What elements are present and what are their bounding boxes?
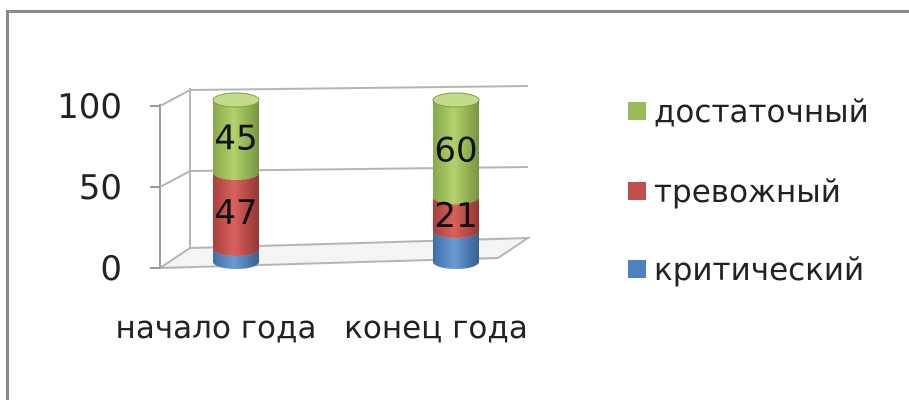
legend-swatch xyxy=(628,260,646,278)
data-label: 45 xyxy=(214,118,257,158)
legend-label: критический xyxy=(654,252,864,288)
gridline-depth xyxy=(159,170,191,188)
category-label: начало года xyxy=(116,310,317,346)
bars-group xyxy=(212,92,480,269)
y-tick-label: 50 xyxy=(79,168,122,208)
data-labels: 47 45 21 60 xyxy=(214,118,477,236)
stacked-cylinder-chart: 0 50 100 47 45 21 60 начало года конец года до… xyxy=(57,85,869,346)
legend-swatch xyxy=(628,182,646,200)
bar-segment-достаточный xyxy=(213,100,259,180)
bar-segment-тревожный xyxy=(213,172,259,257)
data-label: 21 xyxy=(434,196,477,236)
bar-top xyxy=(432,92,480,108)
bar-segment-достаточный xyxy=(433,100,479,205)
legend-swatch xyxy=(628,102,646,120)
data-label: 60 xyxy=(434,131,477,171)
y-tick-label: 0 xyxy=(100,249,122,289)
chart-frame xyxy=(6,10,909,400)
legend: достаточный тревожный критический xyxy=(628,94,869,288)
bar-segment-критический xyxy=(433,231,479,269)
gridline xyxy=(189,85,529,91)
category-label: конец года xyxy=(344,310,528,346)
category-labels: начало года конец года xyxy=(116,310,528,346)
bar-segment-критический xyxy=(213,249,259,269)
bar-top xyxy=(212,92,260,108)
data-label: 47 xyxy=(214,193,257,233)
bar-segment-тревожный xyxy=(433,197,479,239)
y-tick-label: 100 xyxy=(57,87,122,127)
legend-label: тревожный xyxy=(654,174,841,210)
gridline-depth xyxy=(159,89,191,107)
y-axis-ticks: 0 50 100 xyxy=(57,87,122,289)
legend-label: достаточный xyxy=(654,94,869,130)
